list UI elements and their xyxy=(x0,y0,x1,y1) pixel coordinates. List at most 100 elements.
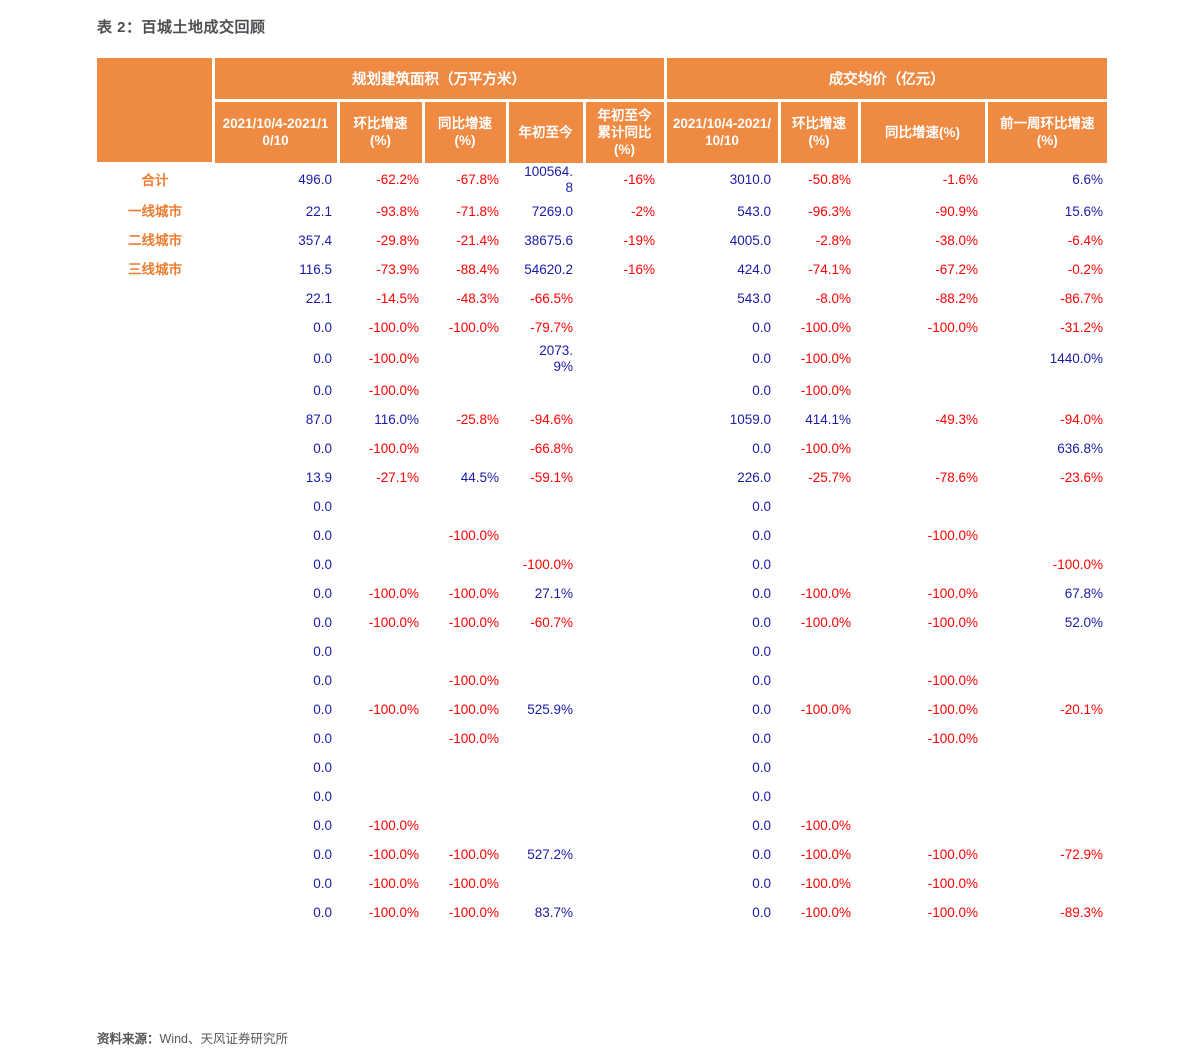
table-row: 0.0 -100.0% 0.0 -100.0% xyxy=(97,811,1107,840)
table-cell: -6.4% xyxy=(1067,232,1104,248)
table-cell: 67.8% xyxy=(1064,585,1104,601)
row-label xyxy=(97,342,213,376)
row-label xyxy=(97,695,213,724)
table-cell: -72.9% xyxy=(1060,846,1104,862)
table-cell: 0.0 xyxy=(752,440,772,456)
table-cell: 0.0 xyxy=(313,875,332,891)
table-cell: 0.0 xyxy=(752,875,772,891)
table-cell xyxy=(584,434,665,463)
table-cell: 44.5% xyxy=(460,469,499,485)
table-cell xyxy=(338,724,423,753)
table-cell: 0.0 xyxy=(313,672,332,688)
table-cell xyxy=(584,898,665,927)
table-cell xyxy=(584,550,665,579)
table-cell xyxy=(507,811,584,840)
table-cell: -100.0% xyxy=(448,701,499,717)
table-cell: -100.0% xyxy=(927,585,979,601)
table-cell: 0.0 xyxy=(752,527,772,543)
table-cell: 636.8% xyxy=(1057,440,1104,456)
table-cell: 0.0 xyxy=(752,672,772,688)
table-cell: -90.9% xyxy=(935,203,979,219)
table-cell: -100.0% xyxy=(448,585,499,601)
table-cell: -100.0% xyxy=(522,556,573,572)
table-cell xyxy=(584,811,665,840)
table-cell: 0.0 xyxy=(752,817,772,833)
table-cell xyxy=(859,782,986,811)
table-cell xyxy=(779,724,859,753)
table-cell xyxy=(584,840,665,869)
table-cell: 0.0 xyxy=(313,382,332,398)
table-cell xyxy=(507,753,584,782)
table-header: 规划建筑面积（万平方米） 成交均价（亿元） 2021/10/4-2021/10/… xyxy=(97,58,1108,165)
source-value: Wind、天风证券研究所 xyxy=(159,1032,288,1046)
table-row: 0.0 -100.0% -100.0% 27.1% 0.0 -100.0% -100.0% 6… xyxy=(97,579,1107,608)
table-cell xyxy=(507,782,584,811)
row-label xyxy=(97,666,213,695)
table-cell: -100.0% xyxy=(927,904,979,920)
table-cell: 22.1 xyxy=(305,203,332,219)
table-cell xyxy=(986,782,1107,811)
row-label xyxy=(97,608,213,637)
table-cell xyxy=(584,492,665,521)
table-cell: -100.0% xyxy=(800,319,852,335)
table-cell xyxy=(338,782,423,811)
table-cell xyxy=(584,753,665,782)
table-row: 0.0 -100.0% -100.0% -79.7% 0.0 -100.0% -100.0%… xyxy=(97,313,1107,342)
row-label xyxy=(97,579,213,608)
table-cell: 13.9 xyxy=(305,469,332,485)
column-header-week-range: 2021/10/4-2021/10/10 xyxy=(213,100,340,163)
table-cell: 83.7% xyxy=(534,904,573,920)
row-label xyxy=(97,753,213,782)
table-cell: -100.0% xyxy=(368,701,419,717)
table-cell: -100.0% xyxy=(800,614,852,630)
table-cell: -100.0% xyxy=(927,875,979,891)
table-cell: 0.0 xyxy=(752,759,772,775)
table-cell: 0.0 xyxy=(313,498,332,514)
table-cell: -1.6% xyxy=(942,172,979,187)
table-row: 0.0 -100.0% 2073.9% 0.0 -100.0% 1440.0% xyxy=(97,342,1107,376)
table-cell: -48.3% xyxy=(456,290,499,306)
table-cell: 543.0 xyxy=(737,203,772,219)
table-cell: -100.0% xyxy=(368,904,419,920)
table-cell: 2073.9% xyxy=(539,343,573,374)
table-title: 表 2：百城土地成交回顾 xyxy=(97,19,266,36)
table-row: 二线城市 357.4 -29.8% -21.4% 38675.6 -19% 4005.0 -2… xyxy=(97,226,1107,255)
table-cell xyxy=(507,521,584,550)
table-cell: -100.0% xyxy=(927,730,979,746)
table-cell xyxy=(584,608,665,637)
table-cell: -100.0% xyxy=(448,904,499,920)
table-cell xyxy=(507,492,584,521)
row-label xyxy=(97,434,213,463)
table-cell: 6.6% xyxy=(1072,172,1104,187)
table-cell: 7269.0 xyxy=(531,203,573,219)
table-cell: 0.0 xyxy=(752,319,772,335)
table-cell xyxy=(779,666,859,695)
table-cell: -0.2% xyxy=(1067,261,1104,277)
table-cell: 0.0 xyxy=(752,846,772,862)
table-cell: 4005.0 xyxy=(729,232,772,248)
table-cell: -74.1% xyxy=(808,261,852,277)
table-row: 22.1 -14.5% -48.3% -66.5% 543.0 -8.0% -88.2% -8… xyxy=(97,284,1107,313)
table-cell xyxy=(986,492,1107,521)
table-cell xyxy=(779,521,859,550)
table-cell xyxy=(584,284,665,313)
table-cell: -100.0% xyxy=(368,440,419,456)
table-cell: 0.0 xyxy=(313,788,332,804)
table-cell xyxy=(338,666,423,695)
table-cell: 0.0 xyxy=(752,788,772,804)
table-cell: 543.0 xyxy=(737,290,772,306)
table-cell: -8.0% xyxy=(815,290,852,306)
table-cell: -62.2% xyxy=(376,172,419,187)
table-cell: -79.7% xyxy=(530,319,573,335)
table-cell xyxy=(986,376,1107,405)
table-cell: 0.0 xyxy=(752,643,772,659)
table-row: 0.0 -100.0% 0.0 -100.0% xyxy=(97,376,1107,405)
table-row: 0.0 0.0 xyxy=(97,753,1107,782)
table-cell: -100.0% xyxy=(800,904,852,920)
table-cell: -94.0% xyxy=(1060,411,1104,427)
table-cell: 15.6% xyxy=(1064,203,1104,219)
table-cell xyxy=(338,637,423,666)
table-cell: 27.1% xyxy=(534,585,573,601)
table-cell: 424.0 xyxy=(737,261,772,277)
table-cell xyxy=(584,342,665,376)
